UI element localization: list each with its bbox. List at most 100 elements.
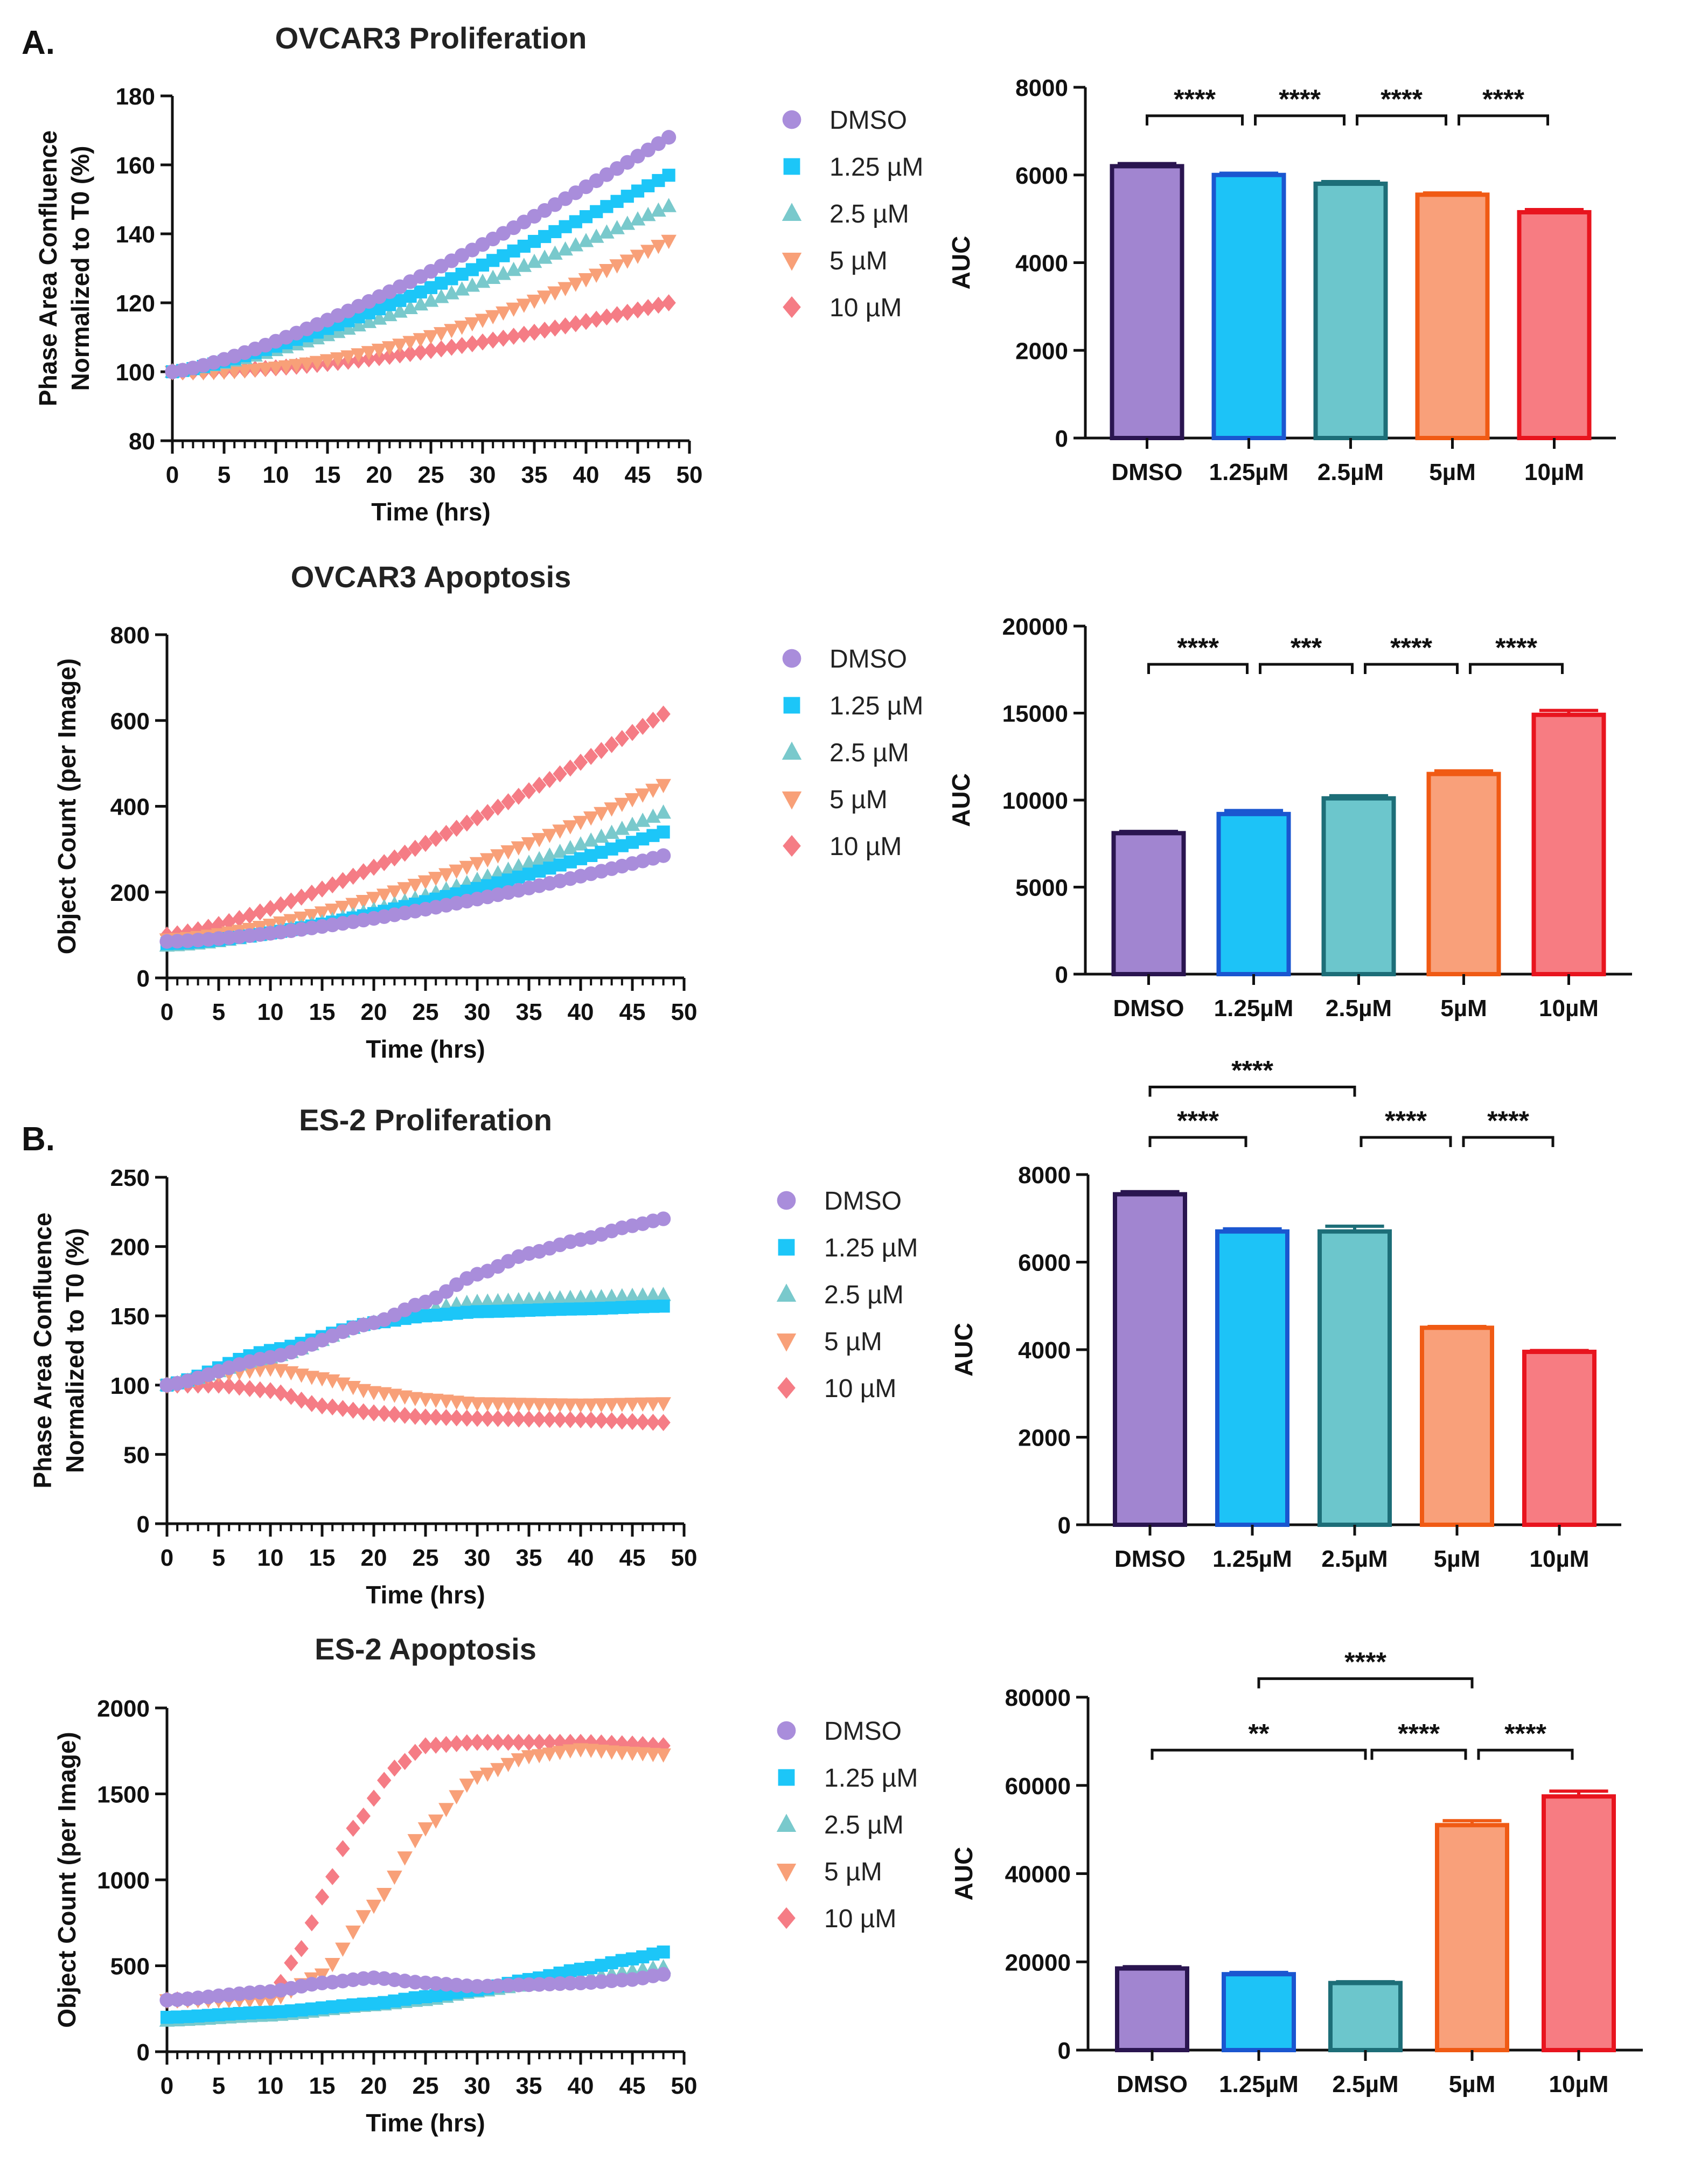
x-tick-label: 15	[309, 1545, 336, 1571]
data-point	[242, 907, 257, 924]
legend-marker-3	[782, 253, 802, 271]
legend-marker-3	[776, 1333, 797, 1352]
data-point	[542, 1411, 557, 1428]
significance-bracket: ****	[1254, 84, 1346, 126]
data-point	[469, 1397, 485, 1412]
data-point	[376, 1888, 392, 1902]
data-point	[501, 793, 515, 810]
data-point	[242, 1380, 257, 1398]
data-point	[563, 1411, 577, 1428]
y-tick-label: 0	[1055, 426, 1068, 452]
data-point	[604, 1398, 619, 1413]
data-point	[624, 793, 640, 808]
line-chart-ovcar3-apoptosis: OVCAR3 Apoptosis 0 200 400 600 800 0 5 10 15 20 25 3…	[53, 560, 923, 1063]
y-tick-label: 180	[116, 84, 155, 110]
data-point	[656, 1211, 671, 1226]
significance-bracket: ****	[1469, 633, 1564, 675]
data-point	[444, 285, 459, 300]
bar-2.5µM	[1313, 182, 1388, 440]
bar-5µM	[1435, 1823, 1509, 2052]
bar-chart-ovcar3-apoptosis-auc: 0 5000 10000 15000 20000 AUC DMSO 1.25µM 2.5µM 5µ…	[947, 614, 1632, 1022]
data-point	[635, 1287, 651, 1302]
data-point	[536, 249, 553, 264]
data-point	[636, 1413, 650, 1431]
x-tick-label: 15	[309, 2073, 336, 2099]
significance-label: **	[1249, 1718, 1270, 1748]
data-point	[656, 1967, 671, 1982]
data-point	[408, 1407, 422, 1425]
x-tick-label: 40	[573, 462, 599, 488]
bracket-line	[1462, 1136, 1554, 1147]
data-point	[624, 1746, 640, 1761]
data-point	[355, 894, 372, 909]
data-point	[496, 329, 511, 347]
data-point	[568, 237, 584, 252]
bracket-line	[1356, 114, 1447, 126]
data-point	[428, 1393, 444, 1408]
legend-marker-4	[777, 1377, 796, 1399]
data-point	[635, 812, 651, 827]
x-tick-label: 50	[671, 999, 698, 1025]
data-point	[366, 1404, 381, 1422]
data-point	[635, 1397, 651, 1412]
data-point	[506, 261, 521, 276]
data-point	[646, 711, 660, 729]
data-point	[490, 1978, 506, 1994]
data-point	[211, 1376, 226, 1394]
y-tick-label: 0	[137, 2039, 150, 2066]
legend-marker-1	[783, 697, 800, 714]
data-point	[500, 845, 516, 860]
data-point	[398, 844, 412, 862]
data-point	[397, 882, 413, 897]
data-point	[479, 853, 496, 867]
legend-marker-1	[783, 158, 800, 175]
legend-label: 2.5 µM	[829, 200, 909, 228]
legend-label: 5 µM	[829, 247, 888, 275]
data-point	[289, 359, 304, 373]
data-point	[423, 293, 439, 307]
data-point	[319, 354, 336, 369]
y-tick-label: 160	[116, 152, 155, 179]
bar-1.25µM	[1216, 811, 1291, 976]
significance-bracket: ****	[1147, 633, 1249, 675]
data-point	[531, 833, 547, 848]
y-tick-label: 0	[137, 1511, 150, 1538]
data-point	[345, 1925, 361, 1940]
data-point	[578, 273, 594, 288]
y-tick-label: 20000	[1005, 1949, 1071, 1976]
legend-marker-2	[776, 1814, 797, 1832]
x-tick-label: 30	[464, 999, 491, 1025]
data-point	[558, 317, 573, 335]
data-point	[464, 277, 480, 292]
data-point	[387, 1406, 402, 1423]
legend-marker-2	[776, 1283, 797, 1302]
legend-label: 5 µM	[824, 1858, 882, 1886]
data-point	[336, 1840, 350, 1857]
data-point	[599, 224, 615, 239]
data-point	[500, 1758, 516, 1773]
y-axis-label-line1: Phase Area Confluence	[29, 1212, 57, 1488]
data-point	[315, 1888, 330, 1906]
data-point	[588, 268, 604, 283]
significance-bracket: ***	[1259, 633, 1354, 675]
data-point	[423, 342, 438, 359]
significance-bracket: ****	[1364, 633, 1459, 675]
data-point	[449, 1395, 464, 1410]
data-point	[387, 849, 402, 867]
data-point	[417, 1822, 434, 1837]
data-point	[553, 765, 567, 783]
x-tick-label: 35	[516, 2073, 542, 2099]
y-tick-label: 10000	[1002, 788, 1068, 814]
data-point	[486, 331, 500, 349]
data-point	[538, 321, 552, 339]
y-tick-label: 20000	[1002, 614, 1068, 640]
data-point	[480, 1978, 495, 1994]
y-tick-label: 60000	[1005, 1773, 1071, 1800]
data-point	[429, 1408, 443, 1426]
data-point	[604, 736, 619, 753]
data-point	[294, 888, 309, 906]
bar-chart-ovcar3-proliferation-auc: 0 2000 4000 6000 8000 AUC DMSO 1.25µM 2.5µM 5µM 10…	[947, 75, 1616, 485]
data-point	[552, 1976, 568, 1991]
data-point	[563, 759, 577, 777]
data-point	[455, 337, 469, 355]
